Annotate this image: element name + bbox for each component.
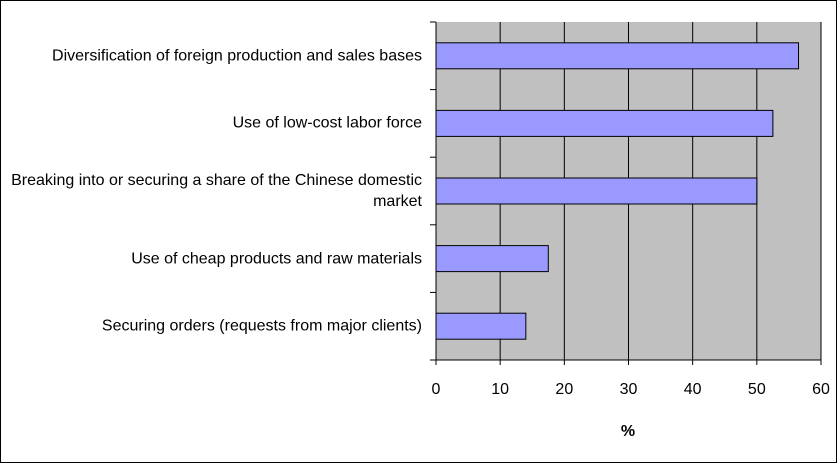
y-tick-label: Securing orders (requests from major cli… <box>101 317 422 335</box>
y-tick-label: Use of cheap products and raw materials <box>131 250 422 268</box>
x-tick-label: 60 <box>812 381 830 398</box>
x-tick-label: 40 <box>684 381 702 398</box>
x-tick-label: 10 <box>491 381 509 398</box>
bar <box>435 245 549 273</box>
x-tick-label: 50 <box>748 381 766 398</box>
bar <box>435 177 758 205</box>
y-tick-label: Use of low-cost labor force <box>232 114 422 132</box>
bar <box>435 109 774 137</box>
x-axis-label: % <box>621 423 635 440</box>
x-tick-label: 20 <box>555 381 573 398</box>
bar <box>435 312 527 340</box>
y-tick-label: Breaking into or securing a share of the… <box>11 172 422 210</box>
x-tick-label: 30 <box>620 381 638 398</box>
bar <box>435 42 800 70</box>
y-tick-label: Diversification of foreign production an… <box>52 47 422 65</box>
x-tick-label: 0 <box>432 381 441 398</box>
